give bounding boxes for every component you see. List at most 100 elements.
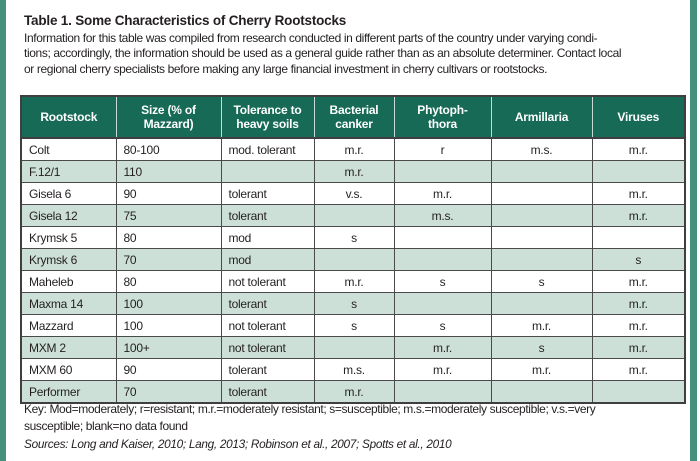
table-row: Gisela 12 75 tolerant m.s. m.r. (20, 204, 686, 227)
header-bacterial-canker: Bacterial canker (313, 96, 394, 138)
table-cell: m.r. (591, 204, 686, 227)
table-key: Key: Mod=moderately; r=resistant; m.r.=m… (24, 401, 684, 434)
table-cell (591, 380, 686, 404)
table-cell: s (313, 226, 395, 249)
table-cell: m.r. (393, 336, 492, 359)
table-cell (393, 226, 492, 249)
table-cell (313, 336, 395, 359)
table-row: Krymsk 6 70 mod s (20, 248, 686, 271)
table-cell: m.r. (591, 314, 686, 337)
table-cell (393, 292, 492, 315)
table-cell (490, 292, 593, 315)
table-cell (393, 160, 492, 183)
table-cell: mod. tolerant (220, 137, 315, 161)
table-cell: m.r. (393, 182, 492, 205)
table-cell: tolerant (220, 204, 315, 227)
table-cell (490, 204, 593, 227)
table-cell: MXM 60 (20, 358, 117, 381)
table-cell: not tolerant (220, 314, 315, 337)
table-cell: not tolerant (220, 270, 315, 293)
table-cell (591, 226, 686, 249)
table-cell: s (490, 336, 593, 359)
frame-border-right (690, 0, 697, 461)
table-cell: 100+ (115, 336, 222, 359)
intro-line: or regional cherry specialists before ma… (24, 61, 548, 76)
table-cell: r (393, 137, 492, 161)
header-size: Size (% of Mazzard) (115, 96, 221, 138)
table-cell: m.r. (490, 358, 593, 381)
table-cell (220, 160, 315, 183)
table-cell: s (490, 270, 593, 293)
table-cell: m.r. (591, 336, 686, 359)
header-armillaria: Armillaria (490, 96, 592, 138)
header-viruses: Viruses (591, 96, 685, 138)
table-cell (490, 226, 593, 249)
table-cell: Krymsk 5 (20, 226, 117, 249)
table-cell: m.r. (313, 270, 395, 293)
table-header: Rootstock Size (% of Mazzard) Tolerance t… (21, 96, 685, 138)
table-cell: m.s. (393, 204, 492, 227)
table-cell: m.r. (490, 314, 593, 337)
table-cell: m.r. (591, 270, 686, 293)
table-row: Maxma 14 100 tolerant s m.r. (20, 292, 686, 315)
table-cell: tolerant (220, 358, 315, 381)
header-row: Rootstock Size (% of Mazzard) Tolerance t… (21, 96, 685, 138)
table-cell: s (313, 314, 395, 337)
table-row: Performer 70 tolerant m.r. (20, 380, 686, 404)
table-cell: 100 (115, 292, 222, 315)
table-row: Maheleb 80 not tolerant m.r. s s m.r. (20, 270, 686, 293)
table-cell: Performer (20, 380, 117, 404)
sources-line: Sources: Long and Kaiser, 2010; Lang, 20… (24, 437, 452, 451)
table-cell: m.r. (591, 292, 686, 315)
table-cell: s (313, 292, 395, 315)
table-cell: MXM 2 (20, 336, 117, 359)
table-cell: v.s. (313, 182, 395, 205)
table-cell: 80 (115, 270, 222, 293)
table-cell: 70 (115, 248, 222, 271)
table-cell (490, 248, 593, 271)
table-cell: 80-100 (115, 137, 222, 161)
table-cell: m.s. (490, 137, 593, 161)
table-cell (490, 160, 593, 183)
table-cell: mod (220, 226, 315, 249)
table-cell: Gisela 6 (20, 182, 117, 205)
table-cell: 90 (115, 358, 222, 381)
table-cell: tolerant (220, 182, 315, 205)
rootstock-table: Rootstock Size (% of Mazzard) Tolerance t… (20, 95, 686, 404)
table-cell (591, 160, 686, 183)
table-cell: m.r. (393, 358, 492, 381)
table-cell: m.r. (313, 160, 395, 183)
table-cell: 75 (115, 204, 222, 227)
table-cell: 100 (115, 314, 222, 337)
table-cell: m.r. (591, 358, 686, 381)
table-row: Krymsk 5 80 mod s (20, 226, 686, 249)
table-cell: 90 (115, 182, 222, 205)
table-title: Table 1. Some Characteristics of Cherry … (24, 13, 347, 28)
table-cell (313, 248, 395, 271)
table-row: F.12/1 110 m.r. (20, 160, 686, 183)
table-row: MXM 2 100+ not tolerant m.r. s m.r. (20, 336, 686, 359)
table-cell: F.12/1 (20, 160, 117, 183)
header-tolerance: Tolerance to heavy soils (220, 96, 314, 138)
table-cell: m.r. (591, 137, 686, 161)
key-line: susceptible; blank=no data found (24, 418, 188, 433)
table-cell: 80 (115, 226, 222, 249)
table-row: Mazzard 100 not tolerant s s m.r. m.r. (20, 314, 686, 337)
table-row: Gisela 6 90 tolerant v.s. m.r. m.r. (20, 182, 686, 205)
table-cell: mod (220, 248, 315, 271)
header-phytophthora: Phytoph-thora (393, 96, 491, 138)
table-cell: s (591, 248, 686, 271)
table-cell: Colt (20, 137, 117, 161)
intro-line: tions; accordingly, the information shou… (24, 46, 622, 61)
table-cell (393, 380, 492, 404)
table-cell: not tolerant (220, 336, 315, 359)
table-row: MXM 60 90 tolerant m.s. m.r. m.r. m.r. (20, 358, 686, 381)
intro-paragraph: Information for this table was compiled … (24, 31, 684, 77)
table-cell (313, 204, 395, 227)
table-cell (490, 182, 593, 205)
table-cell: Maxma 14 (20, 292, 117, 315)
table-cell: Gisela 12 (20, 204, 117, 227)
table-cell: s (393, 314, 492, 337)
table-cell: tolerant (220, 380, 315, 404)
table-cell: tolerant (220, 292, 315, 315)
